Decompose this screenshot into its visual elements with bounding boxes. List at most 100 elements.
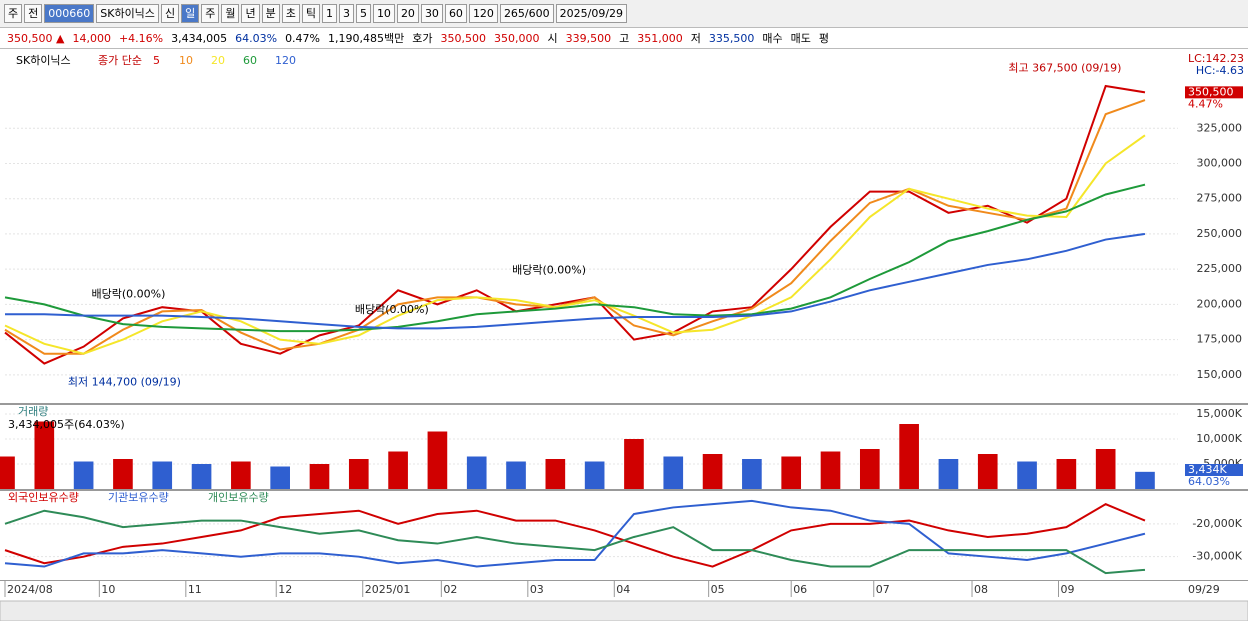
toolbar-button[interactable]: 60: [444, 4, 467, 23]
toolbar-button[interactable]: 초: [281, 4, 300, 23]
y-tick-label: 15,000K: [1196, 407, 1242, 420]
info-field: +4.16%: [118, 31, 164, 45]
toolbar-button[interactable]: 주: [4, 4, 23, 23]
toolbar-button[interactable]: 20: [396, 4, 419, 23]
info-field: 시: [547, 32, 558, 45]
last-volume-box: [1185, 464, 1243, 476]
toolbar-button[interactable]: 10: [372, 4, 395, 23]
toolbar-button[interactable]: 30: [420, 4, 443, 23]
corner-label: LC:142.23: [1188, 52, 1244, 65]
series-line: [4, 499, 1146, 568]
volume-bar: [781, 456, 802, 489]
toolbar-button[interactable]: 주: [201, 4, 220, 23]
volume-bar: [584, 461, 605, 489]
toolbar-button[interactable]: 265/600: [499, 4, 554, 23]
corner-label: HC:-4.63: [1196, 64, 1244, 77]
volume-bar: [977, 454, 998, 489]
volume-bar: [624, 439, 644, 489]
x-last-date: 09/29: [1188, 583, 1220, 596]
series-line: [4, 99, 1146, 355]
toolbar-button[interactable]: 1: [321, 4, 337, 23]
x-tick-label: 05: [711, 583, 725, 596]
toolbar-button[interactable]: 3: [338, 4, 354, 23]
x-tick-label: 11: [188, 583, 202, 596]
info-field: 호가: [412, 32, 433, 45]
toolbar: 주 전 000660 SK하이닉스 신 일 주 월 년 분 초 틱 1 3 5 10 20 30 60 120 265/…: [0, 0, 1248, 28]
last-price-box: [1185, 86, 1243, 99]
info-field: 매도: [790, 32, 811, 45]
annotation: 배당락(0.00%): [91, 288, 165, 301]
legend-entry: 20: [211, 54, 225, 67]
toolbar-button[interactable]: 신: [160, 4, 180, 23]
info-field: 저: [690, 32, 701, 45]
x-tick-label: 09: [1060, 583, 1074, 596]
legend-prefix: 종가 단순: [98, 54, 142, 67]
volume-bar: [0, 456, 15, 489]
volume-bar: [309, 464, 330, 489]
toolbar-button[interactable]: 2025/09/29: [555, 4, 628, 23]
last-price: 350,500: [1188, 85, 1234, 98]
annotation: 배당락(0.00%): [512, 264, 586, 277]
series-line: [4, 509, 1146, 575]
annotation: 최저 144,700 (09/19): [68, 375, 181, 388]
info-field: 335,500: [708, 31, 755, 45]
legend-entry: 60: [243, 54, 257, 67]
volume-bar: [506, 461, 526, 489]
legend-entry: 10: [179, 54, 193, 67]
info-field: 14,000: [72, 31, 111, 45]
y-tick-label: 225,000: [1197, 262, 1243, 275]
volume-bar: [427, 431, 448, 489]
chart: 150,000 175,000 200,000 225,000 250,000 275,0…: [0, 49, 1248, 621]
x-tick-label: 07: [876, 583, 890, 596]
last-change: 4.47%: [1188, 97, 1223, 110]
legend-entry: 5: [153, 54, 160, 67]
info-field: 64.03%: [235, 31, 278, 45]
info-field: 350,500 ▲: [7, 31, 65, 45]
chart-title: SK하이닉스: [16, 53, 71, 67]
volume-bar: [73, 461, 94, 489]
x-tick-label: 08: [974, 583, 988, 596]
volume-bar: [1017, 461, 1037, 489]
info-field: 0.47%: [285, 31, 321, 45]
y-tick-label: 250,000: [1197, 227, 1243, 240]
volume-bar: [859, 449, 880, 489]
annotation: 최고 367,500 (09/19): [1008, 61, 1121, 74]
info-field: 339,500: [565, 31, 612, 45]
volume-bar: [938, 459, 959, 489]
y-tick-label: 325,000: [1197, 121, 1243, 134]
x-tick-label: 2025/01: [365, 583, 411, 596]
volume-bar: [231, 461, 251, 489]
info-field: 1,190,485백만: [328, 32, 405, 45]
toolbar-button[interactable]: 120: [468, 4, 498, 23]
x-tick-label: 10: [101, 583, 115, 596]
series-line: [5, 232, 1146, 330]
legend-entry: 기관보유수량: [108, 491, 169, 504]
x-tick-label: 03: [530, 583, 544, 596]
toolbar-button[interactable]: 일: [181, 4, 200, 23]
series-line: [4, 134, 1146, 355]
toolbar-button[interactable]: 틱: [301, 4, 320, 23]
toolbar-button[interactable]: 전: [24, 4, 43, 23]
volume-bar: [388, 451, 408, 489]
plot-background: [0, 49, 1248, 601]
legend-entry: 120: [275, 54, 296, 67]
y-tick-label: 175,000: [1197, 333, 1243, 346]
x-tick-label: 2024/08: [7, 583, 53, 596]
volume-bar: [1135, 471, 1155, 489]
toolbar-button[interactable]: 월: [221, 4, 240, 23]
toolbar-button[interactable]: 년: [241, 4, 260, 23]
toolbar-button[interactable]: 분: [261, 4, 280, 23]
x-tick-label: 06: [793, 583, 807, 596]
toolbar-button[interactable]: SK하이닉스: [96, 4, 159, 23]
volume-bar: [34, 421, 55, 489]
volume-bar: [348, 459, 369, 489]
info-field: 3,434,005: [171, 31, 228, 45]
panel-subtitle: 3,434,005주(64.03%): [8, 418, 125, 431]
toolbar-button[interactable]: 000660: [44, 4, 95, 23]
x-tick-label: 04: [616, 583, 630, 596]
volume-bar: [1056, 459, 1077, 489]
toolbar-button[interactable]: 5: [355, 4, 371, 23]
volume-bar: [113, 459, 133, 489]
x-axis-band: [0, 581, 1248, 601]
